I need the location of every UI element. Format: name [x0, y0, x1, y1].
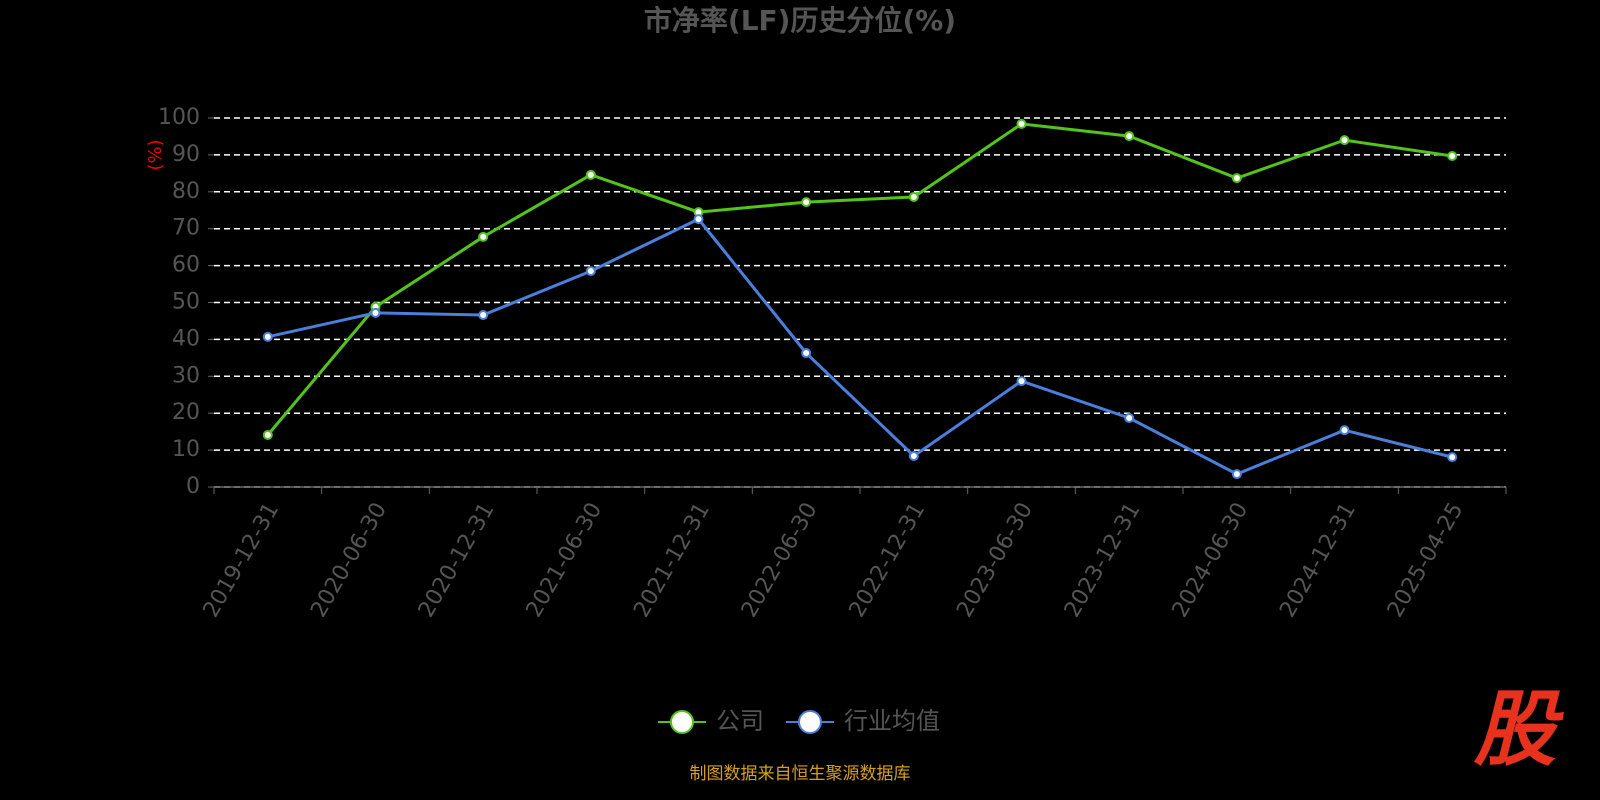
data-point — [801, 197, 812, 208]
y-tick-label: 70 — [172, 216, 200, 241]
data-point — [1016, 118, 1027, 129]
y-tick-label: 60 — [172, 253, 200, 278]
source-note: 制图数据来自恒生聚源数据库 — [690, 764, 911, 784]
data-point — [478, 310, 489, 321]
data-point — [585, 266, 596, 277]
data-point — [1231, 469, 1242, 480]
data-point — [1339, 425, 1350, 436]
legend-label: 行业均值 — [844, 707, 940, 735]
legend-label: 公司 — [716, 707, 764, 735]
y-axis-label: (%) — [145, 139, 166, 170]
series-line — [267, 217, 1453, 476]
data-point — [1339, 135, 1350, 146]
y-tick-label: 0 — [186, 474, 200, 499]
y-tick-label: 80 — [172, 179, 200, 204]
data-point — [693, 214, 704, 225]
logo: 股 — [1473, 682, 1564, 777]
data-point — [1124, 131, 1135, 142]
data-point — [908, 191, 919, 202]
y-tick-label: 20 — [172, 400, 200, 425]
chart-title: 市净率(LF)历史分位(%) — [644, 4, 956, 37]
y-tick-label: 10 — [172, 437, 200, 462]
y-tick-label: 50 — [172, 290, 200, 315]
series-line — [266, 122, 1453, 436]
data-point — [908, 451, 919, 462]
data-point — [1447, 151, 1458, 162]
data-point — [1124, 412, 1135, 423]
data-point — [1231, 173, 1242, 184]
data-point — [585, 169, 596, 180]
data-point — [1447, 452, 1458, 463]
y-tick-label: 90 — [172, 142, 200, 167]
data-point — [1016, 376, 1027, 387]
y-tick-label: 100 — [158, 105, 200, 130]
data-point — [801, 348, 812, 359]
data-point — [262, 429, 273, 440]
legend-marker — [798, 710, 822, 734]
legend-marker — [670, 710, 694, 734]
data-point — [262, 331, 273, 342]
data-point — [370, 307, 381, 318]
y-tick-label: 30 — [172, 363, 200, 388]
data-point — [478, 231, 489, 242]
y-tick-label: 40 — [172, 326, 200, 351]
